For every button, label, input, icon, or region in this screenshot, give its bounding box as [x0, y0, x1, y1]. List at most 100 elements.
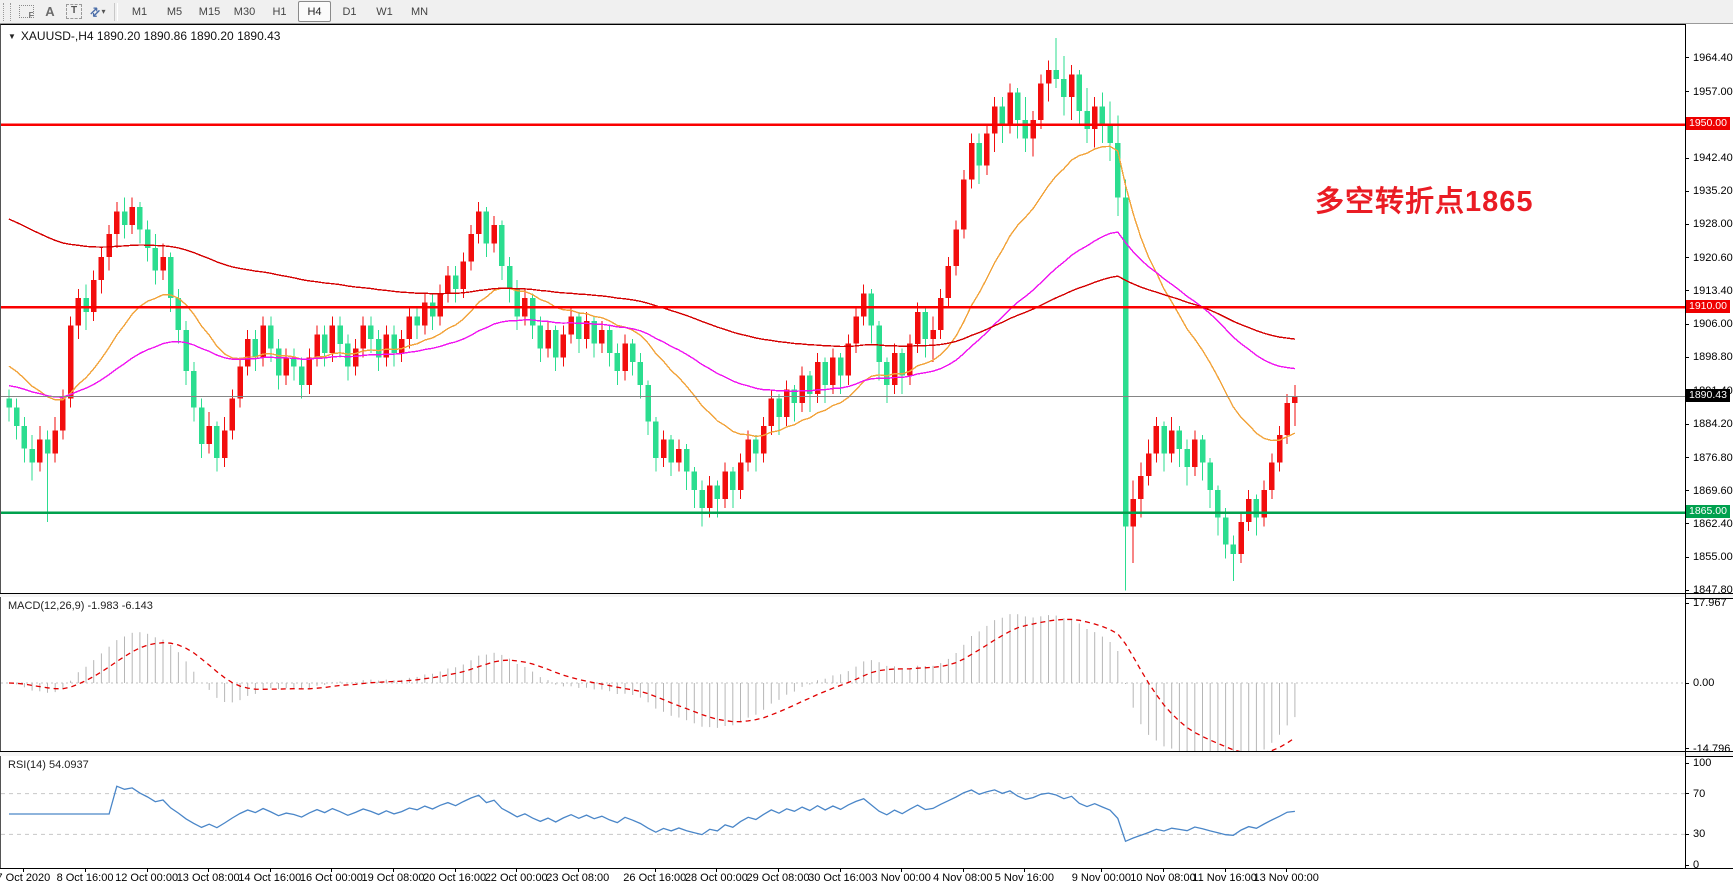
time-axis-tick [454, 868, 456, 872]
price-axis-tick [1685, 457, 1689, 459]
rsi-axis-label: 0 [1693, 859, 1700, 871]
timeframe-button-m1[interactable]: M1 [131, 5, 148, 18]
time-axis-tick [716, 868, 718, 872]
toolbar-separator [114, 2, 118, 21]
time-axis-label: 22 Oct 00:00 [484, 872, 548, 884]
timeframe-button-w1[interactable]: W1 [376, 5, 393, 18]
time-axis-label: 13 Nov 00:00 [1253, 872, 1319, 884]
macd-axis-tick [1685, 748, 1689, 750]
price-axis-label: 1942.40 [1693, 152, 1733, 165]
ma-slow-darkred [8, 218, 1295, 348]
price-axis-label: 1920.60 [1693, 251, 1733, 264]
ma-mid-magenta [8, 231, 1295, 398]
rsi-axis-tick [1685, 864, 1689, 866]
time-axis-tick [331, 868, 333, 872]
rsi-axis-tick [1685, 793, 1689, 795]
price-axis-label: 1855.00 [1693, 551, 1733, 564]
timeframe-button-mn[interactable]: MN [410, 5, 429, 18]
price-axis-tick [1685, 356, 1689, 358]
time-axis-label: 19 Oct 08:00 [361, 872, 425, 884]
price-axis-label: 1898.80 [1693, 351, 1733, 364]
price-axis-tick [1685, 423, 1689, 425]
price-axis-label: 1935.20 [1693, 185, 1733, 198]
dropdown-caret-icon: ▾ [101, 7, 106, 16]
timeframe-button-m30[interactable]: M30 [233, 5, 256, 18]
price-axis-tick [1685, 223, 1689, 225]
time-axis-label: 28 Oct 00:00 [684, 872, 748, 884]
price-axis-label: 1862.40 [1693, 517, 1733, 530]
time-axis-label: 23 Oct 08:00 [546, 872, 610, 884]
time-axis-label: 26 Oct 16:00 [623, 872, 687, 884]
time-axis-tick [516, 868, 518, 872]
price-axis-label: 1957.00 [1693, 85, 1733, 98]
rsi-svg[interactable] [1, 756, 1686, 868]
rsi-indicator-label: RSI(14) 54.0937 [8, 759, 89, 771]
symbol-dropdown-icon[interactable]: ▼ [8, 31, 16, 41]
label-tool-icon[interactable]: T [62, 2, 86, 22]
text-tool-icon[interactable]: A [45, 4, 55, 19]
time-axis-tick [269, 868, 271, 872]
time-axis-border [0, 868, 1733, 869]
time-axis-label: 20 Oct 16:00 [423, 872, 487, 884]
time-axis-tick [1286, 868, 1288, 872]
macd-axis-label: -14.796 [1693, 742, 1731, 755]
time-axis-tick [208, 868, 210, 872]
macd-svg[interactable] [1, 597, 1686, 752]
price-axis-label: 1913.40 [1693, 284, 1733, 297]
time-axis-tick [901, 868, 903, 872]
price-axis-tick [1685, 57, 1689, 59]
rsi-axis-label: 100 [1693, 757, 1712, 769]
price-level-badge: 1950.00 [1686, 117, 1730, 131]
price-axis-tick [1685, 157, 1689, 159]
time-axis-label: 9 Nov 00:00 [1071, 872, 1132, 884]
price-axis-tick [1685, 523, 1689, 525]
time-axis-tick [654, 868, 656, 872]
time-axis-label: 16 Oct 00:00 [299, 872, 363, 884]
time-axis-tick [778, 868, 779, 872]
timeframe-button-group: M1 M5 M15 M30 H1 H4 D1 W1 MN [122, 1, 437, 22]
time-axis-label: 3 Nov 00:00 [871, 872, 931, 884]
chart-title-text: XAUUSD-,H4 1890.20 1890.86 1890.20 1890.… [20, 29, 281, 43]
chart-title: ▼ XAUUSD-,H4 1890.20 1890.86 1890.20 189… [8, 29, 280, 43]
timeframe-button-d1[interactable]: D1 [342, 5, 357, 18]
toolbar-drag-handle[interactable] [3, 2, 11, 21]
time-axis-tick [1163, 868, 1164, 872]
macd-panel[interactable] [0, 597, 1686, 752]
price-axis-label: 1884.20 [1693, 418, 1733, 431]
rsi-panel[interactable] [0, 756, 1686, 868]
time-axis-tick [393, 868, 394, 872]
main-chart-svg[interactable] [1, 25, 1686, 594]
price-level-badge: 1865.00 [1686, 505, 1730, 519]
price-axis-label: 1847.80 [1693, 584, 1733, 597]
time-axis-tick [1024, 868, 1026, 872]
rsi-axis-label: 30 [1693, 828, 1706, 841]
price-axis-tick [1685, 556, 1689, 558]
time-axis-tick [577, 868, 579, 872]
price-axis-label: 1964.40 [1693, 51, 1733, 64]
time-axis-tick [85, 868, 86, 872]
timeframe-button-h4[interactable]: H4 [298, 1, 331, 22]
timeframe-button-h1[interactable]: H1 [272, 5, 287, 18]
rsi-line [9, 785, 1295, 843]
time-axis-tick [839, 868, 841, 872]
rsi-axis-tick [1685, 762, 1689, 764]
time-axis-label: 11 Nov 16:00 [1192, 872, 1257, 884]
macd-axis-label: 0.00 [1693, 677, 1715, 689]
main-chart-panel[interactable] [0, 24, 1686, 594]
price-axis-tick [1685, 589, 1689, 591]
templates-grid-icon[interactable]: F [14, 2, 38, 22]
tile-windows-icon[interactable]: ⇄ ▾ [86, 2, 106, 21]
time-axis-label: 10 Nov 08:00 [1130, 872, 1196, 884]
macd-axis-label: 17.967 [1693, 597, 1727, 610]
macd-signal-line [8, 618, 1296, 752]
time-axis-label: 14 Oct 16:00 [238, 872, 302, 884]
timeframe-button-m15[interactable]: M15 [198, 5, 221, 18]
price-axis-tick [1685, 91, 1689, 93]
price-axis-tick [1685, 323, 1689, 325]
time-axis-label: 13 Oct 08:00 [176, 872, 240, 884]
price-axis-tick [1685, 190, 1689, 192]
timeframe-button-m5[interactable]: M5 [166, 5, 183, 18]
chart-annotation-text: 多空转折点1865 [1315, 186, 1534, 218]
rsi-axis-tick [1685, 833, 1689, 835]
price-axis-label: 1906.00 [1693, 318, 1733, 331]
